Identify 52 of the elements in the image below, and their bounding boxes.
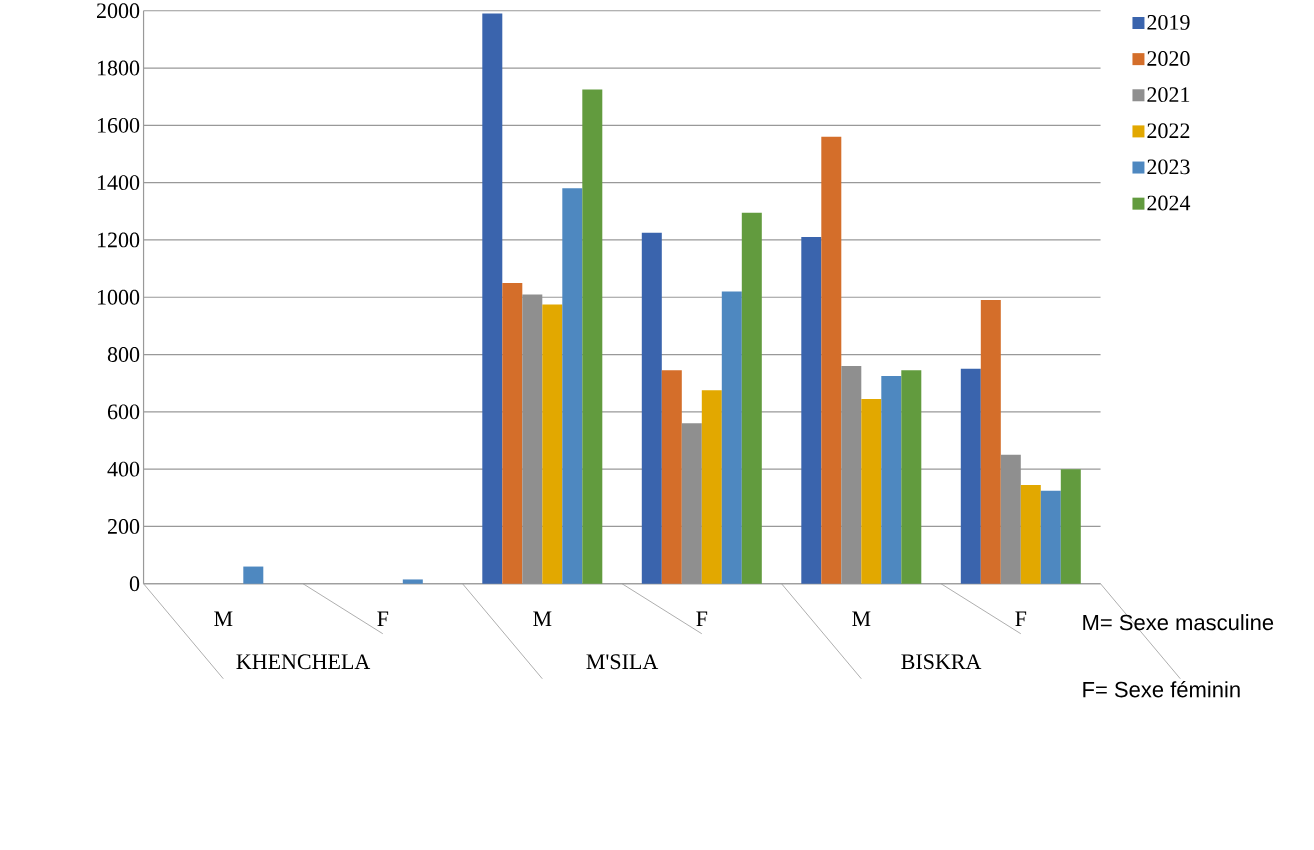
y-tick-label: 1600 xyxy=(97,117,140,133)
bar xyxy=(721,291,742,584)
x-tick-label: M xyxy=(214,611,233,626)
legend-label: 2021 xyxy=(1147,87,1190,102)
x-tick-label: M xyxy=(852,611,871,626)
bar xyxy=(1020,484,1041,584)
text: BISKRA xyxy=(901,654,982,670)
bar xyxy=(980,300,1001,584)
bar xyxy=(661,370,682,584)
y-tick-label: 800 xyxy=(107,347,140,362)
bar xyxy=(901,370,922,584)
bar xyxy=(542,304,563,584)
bar xyxy=(960,368,981,584)
legend-label: 2022 xyxy=(1147,123,1190,139)
y-tick-label: 200 xyxy=(108,518,140,534)
bar xyxy=(881,375,902,584)
bar xyxy=(641,232,662,584)
legend-label: 2019 xyxy=(1147,14,1190,30)
text: M= Sexe masculine xyxy=(1083,614,1274,631)
x-tick-label: F xyxy=(696,611,708,626)
legend-label: 2020 xyxy=(1147,50,1190,66)
legend-label: 2024 xyxy=(1147,195,1191,211)
bar xyxy=(801,236,822,584)
bar xyxy=(1060,469,1081,584)
text: M'SILA xyxy=(586,654,659,670)
y-tick-label: 600 xyxy=(107,404,140,420)
text: F= Sexe féminin xyxy=(1083,680,1240,698)
bar xyxy=(582,89,603,584)
text: KHENCHELA xyxy=(236,654,371,670)
legend-label: 2023 xyxy=(1147,159,1190,175)
x-tick-label: F xyxy=(377,611,389,626)
bar xyxy=(701,390,722,584)
bar xyxy=(502,282,523,584)
y-tick-label: 1000 xyxy=(97,289,140,305)
bar xyxy=(482,13,503,584)
bar xyxy=(562,188,583,584)
bar xyxy=(841,365,862,584)
bar xyxy=(402,579,423,584)
bar xyxy=(861,398,882,584)
y-tick-label: 1200 xyxy=(97,232,140,248)
y-tick-label: 400 xyxy=(107,461,140,477)
y-tick-label: 1400 xyxy=(97,175,140,190)
bar xyxy=(741,212,762,584)
bar xyxy=(243,566,264,584)
y-tick-label: 1800 xyxy=(97,60,140,76)
bar xyxy=(681,423,702,584)
y-tick-label: 0 xyxy=(129,576,140,592)
bar xyxy=(821,136,842,584)
x-tick-label: F xyxy=(1015,611,1027,626)
y-tick-label: 2000 xyxy=(97,3,140,19)
bar xyxy=(1040,490,1061,584)
x-tick-label: M xyxy=(533,611,552,626)
